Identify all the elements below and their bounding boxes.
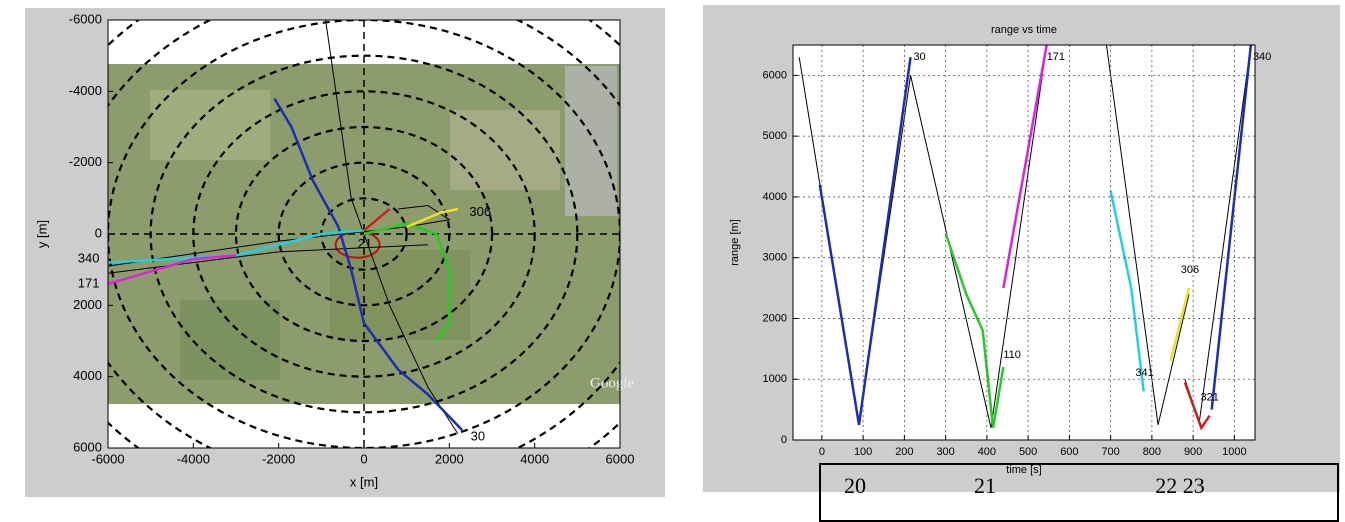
x-tick-label: 600 bbox=[1060, 446, 1078, 458]
annotation: 171 bbox=[1047, 51, 1065, 63]
x-tick-label: 800 bbox=[1143, 446, 1161, 458]
annotation: 171 bbox=[78, 275, 100, 290]
footer-label: 21 bbox=[974, 473, 996, 498]
y-tick-label: 1000 bbox=[763, 373, 787, 385]
y-axis-label: y [m] bbox=[34, 220, 49, 248]
annotation: 30 bbox=[471, 429, 485, 444]
y-tick-label: 2000 bbox=[73, 297, 102, 312]
y-tick-label: 3000 bbox=[763, 252, 787, 264]
y-tick-label: 0 bbox=[95, 225, 102, 240]
y-tick-label: 0 bbox=[781, 434, 787, 446]
x-tick-label: -2000 bbox=[262, 451, 295, 466]
x-tick-label: 4000 bbox=[520, 451, 549, 466]
x-axis-label: time [s] bbox=[1006, 464, 1041, 476]
x-tick-label: 6000 bbox=[606, 451, 635, 466]
x-tick-label: 100 bbox=[854, 446, 872, 458]
annotation: 340 bbox=[1253, 51, 1271, 63]
x-tick-label: -4000 bbox=[177, 451, 210, 466]
y-tick-label: -6000 bbox=[69, 11, 102, 26]
x-tick-label: 0 bbox=[360, 451, 367, 466]
annotation: 306 bbox=[1181, 264, 1199, 276]
x-tick-label: 200 bbox=[895, 446, 913, 458]
y-tick-label: 4000 bbox=[73, 368, 102, 383]
x-axis-label: x [m] bbox=[350, 474, 378, 489]
footer-label: 22 23 bbox=[1155, 473, 1205, 498]
y-tick-label: 6000 bbox=[763, 69, 787, 81]
x-tick-label: 300 bbox=[936, 446, 954, 458]
y-tick-label: -2000 bbox=[69, 154, 102, 169]
footer-label: 20 bbox=[844, 473, 866, 498]
screen: Google -6000-4000-20000200040006000-6000… bbox=[0, 0, 1345, 522]
y-tick-label: -4000 bbox=[69, 83, 102, 98]
annotation: 321 bbox=[1201, 391, 1219, 403]
annotation: 340 bbox=[78, 250, 100, 265]
x-tick-label: 400 bbox=[978, 446, 996, 458]
x-tick-label: 2000 bbox=[435, 451, 464, 466]
annotation: 21 bbox=[358, 236, 372, 251]
annotation: 30 bbox=[913, 51, 925, 63]
y-tick-label: 6000 bbox=[73, 439, 102, 454]
y-tick-label: 5000 bbox=[763, 130, 787, 142]
x-tick-label: 1000 bbox=[1222, 446, 1246, 458]
annotation: 306 bbox=[469, 204, 491, 219]
y-tick-label: 4000 bbox=[763, 191, 787, 203]
x-tick-label: 0 bbox=[819, 446, 825, 458]
annotation: 341 bbox=[1135, 367, 1153, 379]
chart-title: range vs time bbox=[991, 24, 1057, 36]
x-tick-label: 500 bbox=[1019, 446, 1037, 458]
annotation: 110 bbox=[1003, 349, 1021, 361]
y-axis-label: range [m] bbox=[729, 219, 741, 265]
y-tick-label: 2000 bbox=[763, 312, 787, 324]
page: Google -6000-4000-20000200040006000-6000… bbox=[0, 0, 1345, 522]
x-tick-label: 900 bbox=[1184, 446, 1202, 458]
x-tick-label: 700 bbox=[1101, 446, 1119, 458]
